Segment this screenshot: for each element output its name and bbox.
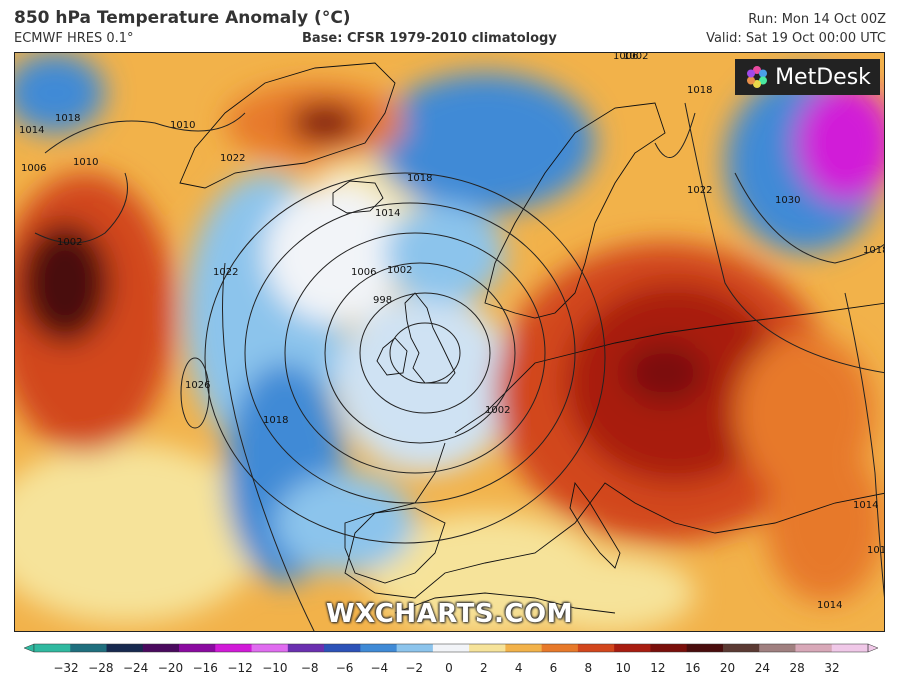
colorbar-tick-label: 12	[650, 661, 665, 675]
colorbar-tick-label: 20	[720, 661, 735, 675]
colorbar-swatch	[686, 644, 724, 652]
isobar-label: 1014	[817, 600, 842, 611]
colorbar-swatch	[106, 644, 144, 652]
colorbar-tick-label: 4	[515, 661, 523, 675]
isobar-label: 998	[373, 295, 392, 306]
colorbar-tick-label: 16	[685, 661, 700, 675]
isobar-label: 1006	[351, 267, 376, 278]
isobar-label: 1002	[485, 405, 510, 416]
colorbar-swatch	[179, 644, 216, 652]
metdesk-flower-icon	[747, 66, 768, 88]
colorbar-swatch	[360, 644, 398, 652]
colorbar-max-arrow	[867, 643, 879, 653]
colorbar-tick-label: 32	[824, 661, 839, 675]
colorbar-min-arrow	[23, 643, 35, 653]
colorbar-tick-label: −6	[336, 661, 354, 675]
colorbar-tick-label: 6	[550, 661, 558, 675]
coastlines	[179, 62, 884, 614]
isobar-label: 1014	[853, 500, 878, 511]
isobar-labels: 1010 1018 1022 1014 1010 1006 1002 1018 …	[19, 53, 885, 611]
logo-text: MetDesk	[775, 64, 871, 90]
colorbar-labels: −32 −28 −24 −20 −16 −12 −10 −8 −6 −4 −2 0 2 4 6 8 10 12 16…	[53, 661, 839, 675]
isobar-label: 1018	[863, 245, 885, 256]
colorbar-swatch	[142, 644, 180, 652]
isobar-label: 1018	[687, 85, 712, 96]
colorbar-swatch	[34, 644, 71, 652]
colorbar-swatch	[432, 644, 470, 652]
colorbar-swatch	[324, 644, 361, 652]
colorbar-swatch	[505, 644, 543, 652]
isobar-label: 1010	[170, 120, 195, 131]
colorbar-swatch	[251, 644, 289, 652]
isobar-label: 1014	[375, 208, 400, 219]
colorbar-tick-label: 28	[790, 661, 805, 675]
chart-title: 850 hPa Temperature Anomaly (°C)	[14, 8, 351, 28]
isobar-label: 1006	[21, 163, 46, 174]
isobar-label: 1014	[19, 125, 44, 136]
run-time: Run: Mon 14 Oct 00Z	[748, 12, 886, 27]
colorbar-swatch	[215, 644, 253, 652]
valid-time: Valid: Sat 19 Oct 00:00 UTC	[706, 31, 886, 46]
isobar-label: 1002	[57, 237, 82, 248]
isobar-label: 1018	[407, 173, 432, 184]
isobar-label: 1026	[185, 380, 210, 391]
map-canvas: 1010 1018 1022 1014 1010 1006 1002 1018 …	[15, 53, 885, 631]
model-name: ECMWF HRES 0.1°	[14, 31, 134, 46]
colorbar-swatch	[469, 644, 506, 652]
colorbar-swatch	[722, 644, 760, 652]
colorbar-tick-label: −10	[262, 661, 287, 675]
isobar-label: 1030	[775, 195, 800, 206]
colorbar-tick-label: −16	[193, 661, 218, 675]
colorbar-swatch	[70, 644, 108, 652]
colorbar-tick-label: 8	[584, 661, 592, 675]
isobars	[34, 102, 884, 631]
colorbar-swatch	[287, 644, 325, 652]
colorbar-tick-label: −24	[123, 661, 148, 675]
colorbar-swatch	[396, 644, 434, 652]
anomaly-map[interactable]: 1010 1018 1022 1014 1010 1006 1002 1018 …	[14, 52, 885, 632]
isobar-label: 1018	[263, 415, 288, 426]
isobar-label: 1022	[213, 267, 238, 278]
colorbar-tick-label: 24	[755, 661, 770, 675]
colorbar-swatch	[650, 644, 688, 652]
colorbar-outline	[33, 643, 869, 653]
metdesk-logo: MetDesk	[735, 59, 880, 95]
colorbar-swatch	[795, 644, 833, 652]
isobar-label: 1022	[687, 185, 712, 196]
colorbar-swatch	[577, 644, 615, 652]
climatology-base: Base: CFSR 1979-2010 climatology	[302, 31, 557, 46]
colorbar-tick-label: 2	[480, 661, 488, 675]
colorbar-tick-label: 10	[615, 661, 630, 675]
colorbar-swatch	[759, 644, 796, 652]
isobar-label: 1002	[387, 265, 412, 276]
colorbar-swatch	[831, 644, 869, 652]
colorbar-tick-label: 0	[445, 661, 453, 675]
colorbar-swatches	[23, 643, 879, 653]
colorbar-tick-label: −20	[158, 661, 183, 675]
colorbar-tick-label: −28	[88, 661, 113, 675]
isobar-label: 1014	[867, 545, 885, 556]
colorbar: −32 −28 −24 −20 −16 −12 −10 −8 −6 −4 −2 0 2 4 6 8 10 12 16…	[23, 643, 879, 675]
isobar-label: 1018	[55, 113, 80, 124]
isobar-label: 1006	[613, 53, 638, 62]
colorbar-tick-label: −8	[301, 661, 319, 675]
isobar-label: 1022	[220, 153, 245, 164]
colorbar-tick-label: −12	[227, 661, 252, 675]
watermark: WXCHARTS.COM	[325, 599, 573, 629]
colorbar-tick-label: −4	[371, 661, 389, 675]
colorbar-swatch	[541, 644, 579, 652]
colorbar-swatch	[614, 644, 651, 652]
isobar-label: 1010	[73, 157, 98, 168]
colorbar-tick-label: −2	[405, 661, 423, 675]
colorbar-tick-label: −32	[53, 661, 78, 675]
isobar-label: 1002	[623, 53, 648, 62]
